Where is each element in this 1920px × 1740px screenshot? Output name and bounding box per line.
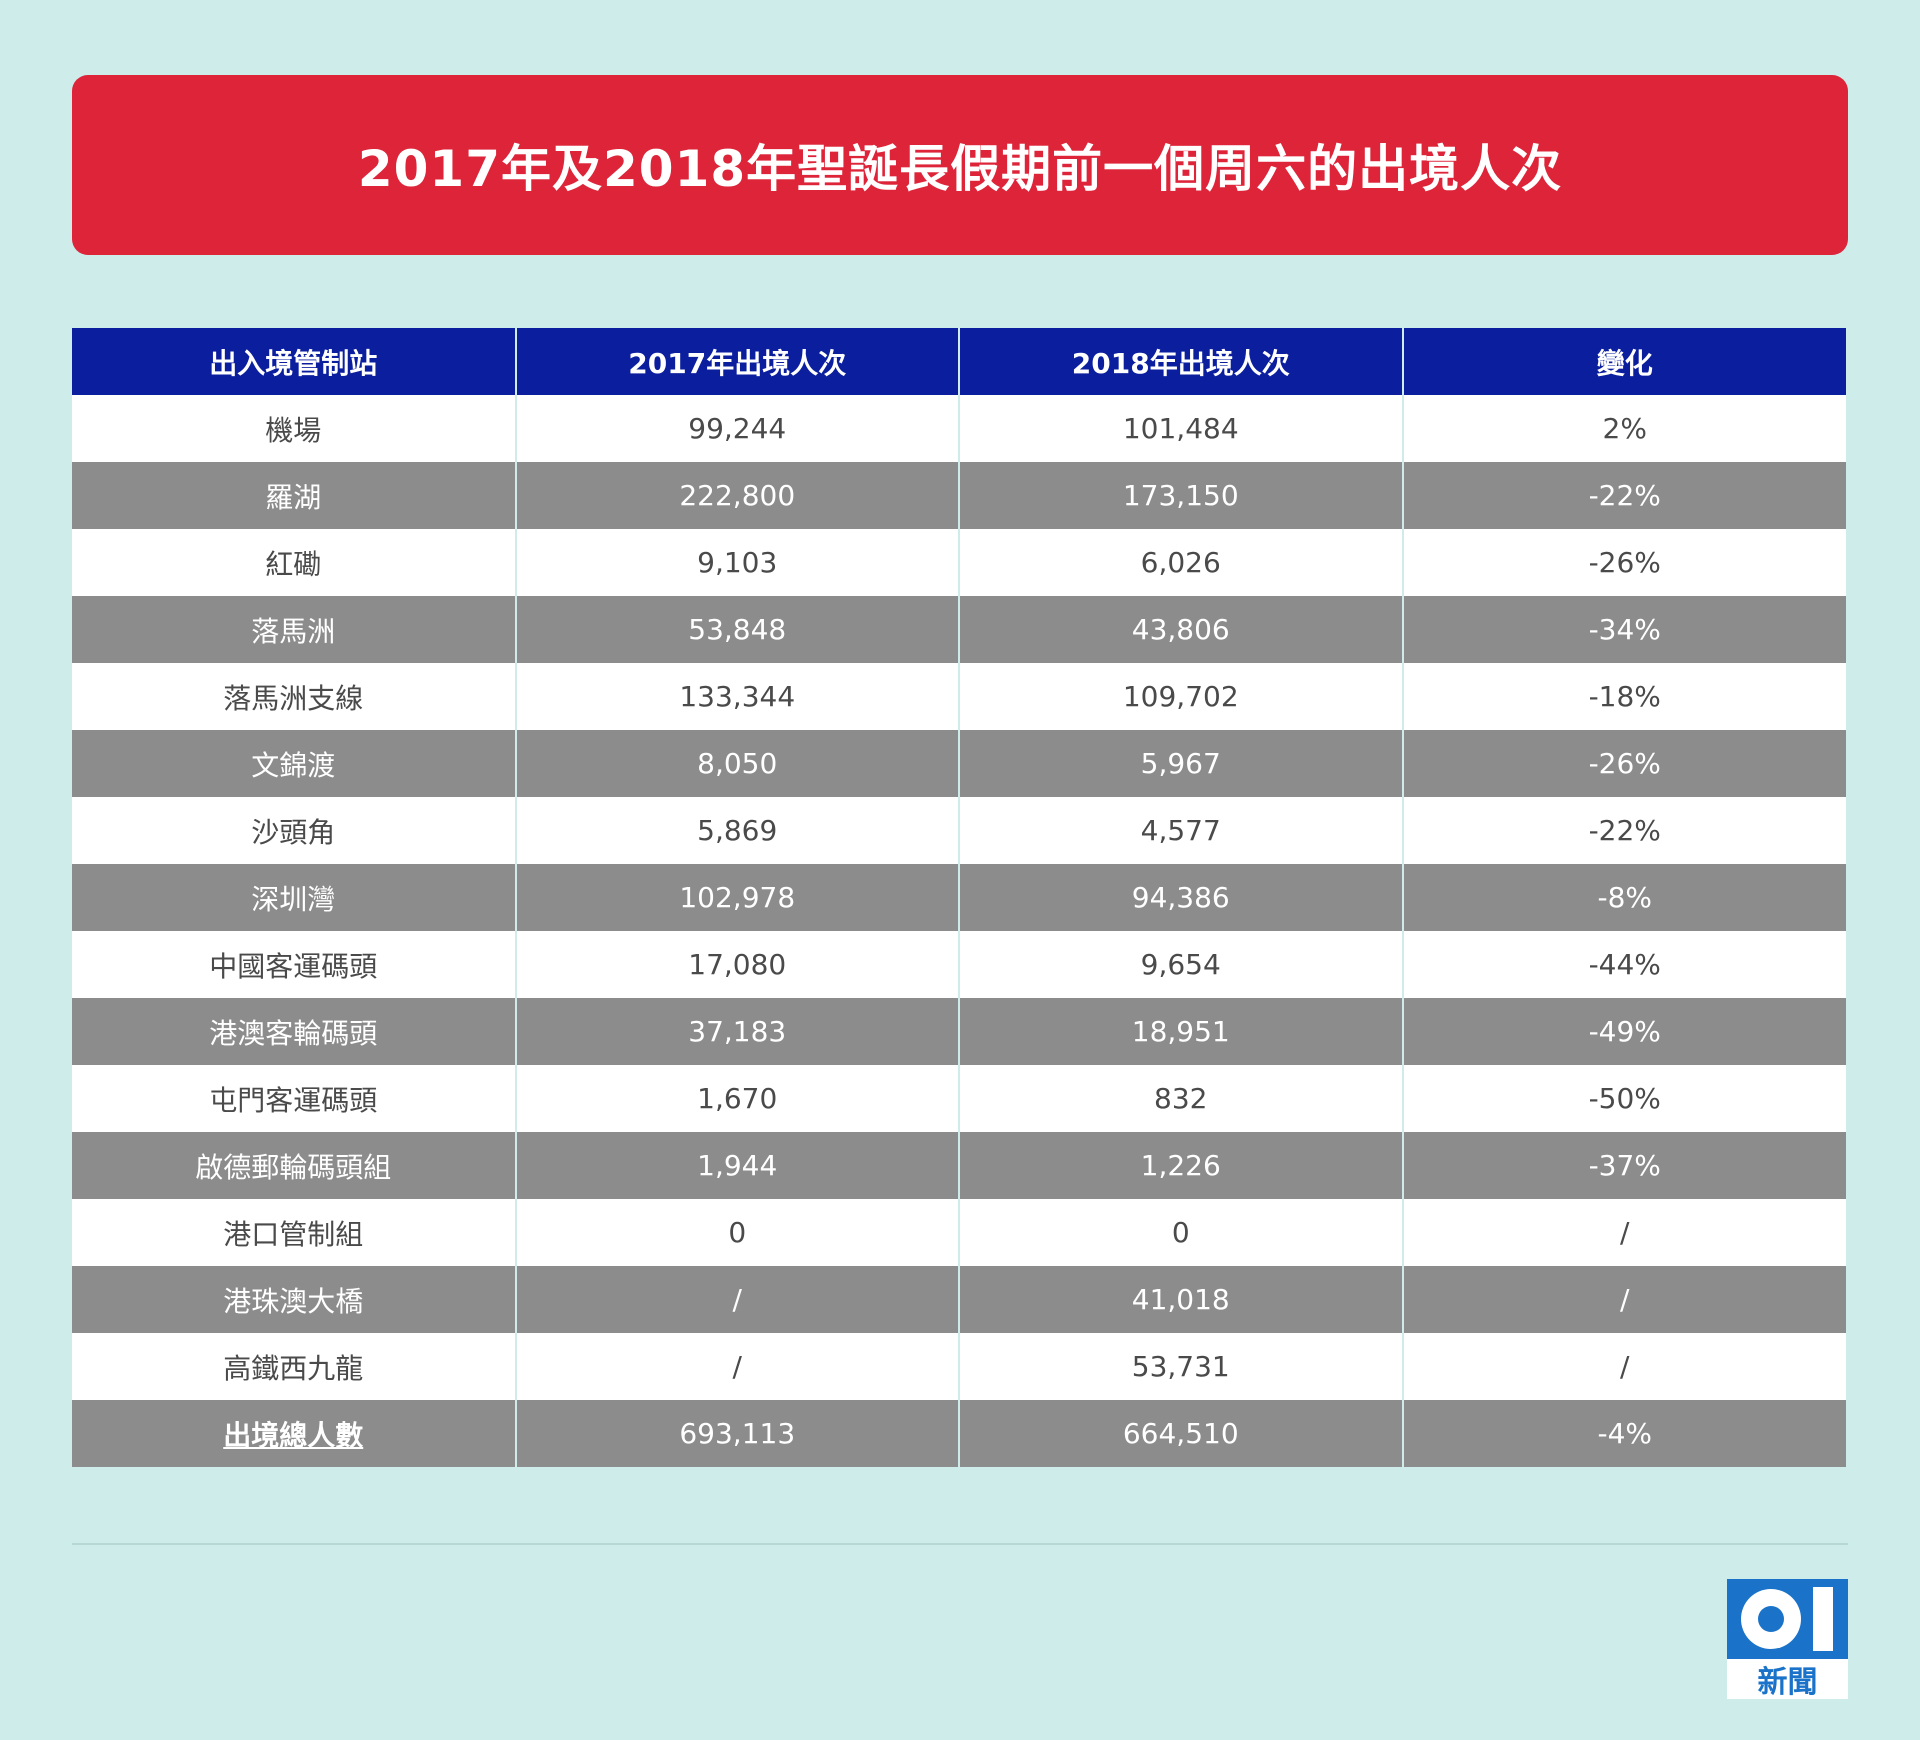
cell-2017: 8,050	[515, 730, 960, 797]
cell-station: 港珠澳大橋	[72, 1266, 517, 1333]
cell-2018: 94,386	[959, 864, 1404, 931]
cell-2017: 53,848	[515, 596, 960, 663]
column-header-change: 變化	[1402, 328, 1846, 395]
cell-2017: 133,344	[515, 663, 960, 730]
cell-2018: 101,484	[959, 395, 1404, 462]
logo-mark	[1727, 1579, 1848, 1659]
cell-station: 沙頭角	[72, 797, 517, 864]
cell-2017: 9,103	[515, 529, 960, 596]
cell-2018: 4,577	[959, 797, 1404, 864]
cell-2017: 222,800	[515, 462, 960, 529]
cell-change: -18%	[1402, 663, 1846, 730]
table-row: 紅磡 9,103 6,026 -26%	[72, 529, 1846, 596]
cell-2018: 832	[959, 1065, 1404, 1132]
logo-one-icon	[1813, 1587, 1833, 1651]
cell-2018: 109,702	[959, 663, 1404, 730]
logo-zero-icon	[1741, 1589, 1801, 1649]
table-row: 羅湖 222,800 173,150 -22%	[72, 462, 1846, 529]
cell-2018: 41,018	[959, 1266, 1404, 1333]
cell-change: /	[1402, 1333, 1846, 1400]
table-body: 機場 99,244 101,484 2% 羅湖 222,800 173,150 -22% 紅磡 9…	[72, 395, 1846, 1467]
table-row: 高鐵西九龍/53,731/	[72, 1333, 1846, 1400]
cell-change: -8%	[1402, 864, 1846, 931]
cell-station: 文錦渡	[72, 730, 517, 797]
table-total-row: 出境總人數 693,113 664,510 -4%	[72, 1400, 1846, 1467]
cell-2018: 43,806	[959, 596, 1404, 663]
table-row: 深圳灣 102,978 94,386 -8%	[72, 864, 1846, 931]
cell-station: 紅磡	[72, 529, 517, 596]
cell-2017: 0	[515, 1199, 960, 1266]
table-row: 屯門客運碼頭 1,670 832 -50%	[72, 1065, 1846, 1132]
logo-text: 新聞	[1727, 1659, 1848, 1700]
page-title: 2017年及2018年聖誕長假期前一個周六的出境人次	[357, 140, 1563, 198]
cell-change: /	[1402, 1266, 1846, 1333]
total-cell-change: -4%	[1402, 1400, 1846, 1467]
cell-change: -22%	[1402, 462, 1846, 529]
table-header-row: 出入境管制站 2017年出境人次 2018年出境人次 變化	[72, 328, 1846, 395]
cell-change: -34%	[1402, 596, 1846, 663]
cell-2018: 6,026	[959, 529, 1404, 596]
cell-2018: 18,951	[959, 998, 1404, 1065]
cell-station: 落馬洲支線	[72, 663, 517, 730]
column-header-station: 出入境管制站	[72, 328, 517, 395]
cell-2018: 0	[959, 1199, 1404, 1266]
total-cell-2017: 693,113	[515, 1400, 960, 1467]
cell-2017: 1,670	[515, 1065, 960, 1132]
table-row: 港澳客輪碼頭 37,183 18,951 -49%	[72, 998, 1846, 1065]
cell-2018: 173,150	[959, 462, 1404, 529]
cell-2017: 99,244	[515, 395, 960, 462]
cell-2017: /	[515, 1266, 960, 1333]
cell-2017: 37,183	[515, 998, 960, 1065]
cell-station: 港口管制組	[72, 1199, 517, 1266]
cell-change: /	[1402, 1199, 1846, 1266]
table-row: 沙頭角 5,869 4,577 -22%	[72, 797, 1846, 864]
table-row: 落馬洲支線 133,344 109,702 -18%	[72, 663, 1846, 730]
data-table-container: 出入境管制站 2017年出境人次 2018年出境人次 變化 機場 99,244 10…	[72, 328, 1846, 1467]
cell-change: 2%	[1402, 395, 1846, 462]
cell-2017: /	[515, 1333, 960, 1400]
cell-2018: 9,654	[959, 931, 1404, 998]
cell-station: 港澳客輪碼頭	[72, 998, 517, 1065]
crossing-table: 出入境管制站 2017年出境人次 2018年出境人次 變化 機場 99,244 10…	[72, 328, 1846, 1467]
footer-divider	[72, 1543, 1848, 1545]
cell-change: -49%	[1402, 998, 1846, 1065]
cell-change: -22%	[1402, 797, 1846, 864]
cell-station: 羅湖	[72, 462, 517, 529]
cell-station: 啟德郵輪碼頭組	[72, 1132, 517, 1199]
cell-change: -26%	[1402, 730, 1846, 797]
table-row: 中國客運碼頭 17,080 9,654 -44%	[72, 931, 1846, 998]
cell-2018: 1,226	[959, 1132, 1404, 1199]
total-cell-station: 出境總人數	[72, 1400, 517, 1467]
table-row: 啟德郵輪碼頭組 1,944 1,226 -37%	[72, 1132, 1846, 1199]
column-header-2017: 2017年出境人次	[515, 328, 960, 395]
cell-change: -50%	[1402, 1065, 1846, 1132]
cell-2018: 5,967	[959, 730, 1404, 797]
cell-station: 機場	[72, 395, 517, 462]
cell-2017: 5,869	[515, 797, 960, 864]
table-row: 港珠澳大橋/41,018/	[72, 1266, 1846, 1333]
cell-2017: 1,944	[515, 1132, 960, 1199]
table-row: 機場 99,244 101,484 2%	[72, 395, 1846, 462]
table-row: 文錦渡 8,050 5,967 -26%	[72, 730, 1846, 797]
column-header-2018: 2018年出境人次	[959, 328, 1404, 395]
cell-2017: 102,978	[515, 864, 960, 931]
total-cell-2018: 664,510	[959, 1400, 1404, 1467]
cell-change: -26%	[1402, 529, 1846, 596]
cell-station: 屯門客運碼頭	[72, 1065, 517, 1132]
cell-station: 深圳灣	[72, 864, 517, 931]
cell-station: 落馬洲	[72, 596, 517, 663]
cell-2018: 53,731	[959, 1333, 1404, 1400]
table-row: 港口管制組 0 0/	[72, 1199, 1846, 1266]
cell-change: -44%	[1402, 931, 1846, 998]
title-banner: 2017年及2018年聖誕長假期前一個周六的出境人次	[72, 75, 1848, 255]
cell-change: -37%	[1402, 1132, 1846, 1199]
hk01-logo: 新聞	[1727, 1579, 1848, 1700]
table-row: 落馬洲 53,848 43,806 -34%	[72, 596, 1846, 663]
cell-station: 中國客運碼頭	[72, 931, 517, 998]
cell-2017: 17,080	[515, 931, 960, 998]
cell-station: 高鐵西九龍	[72, 1333, 517, 1400]
